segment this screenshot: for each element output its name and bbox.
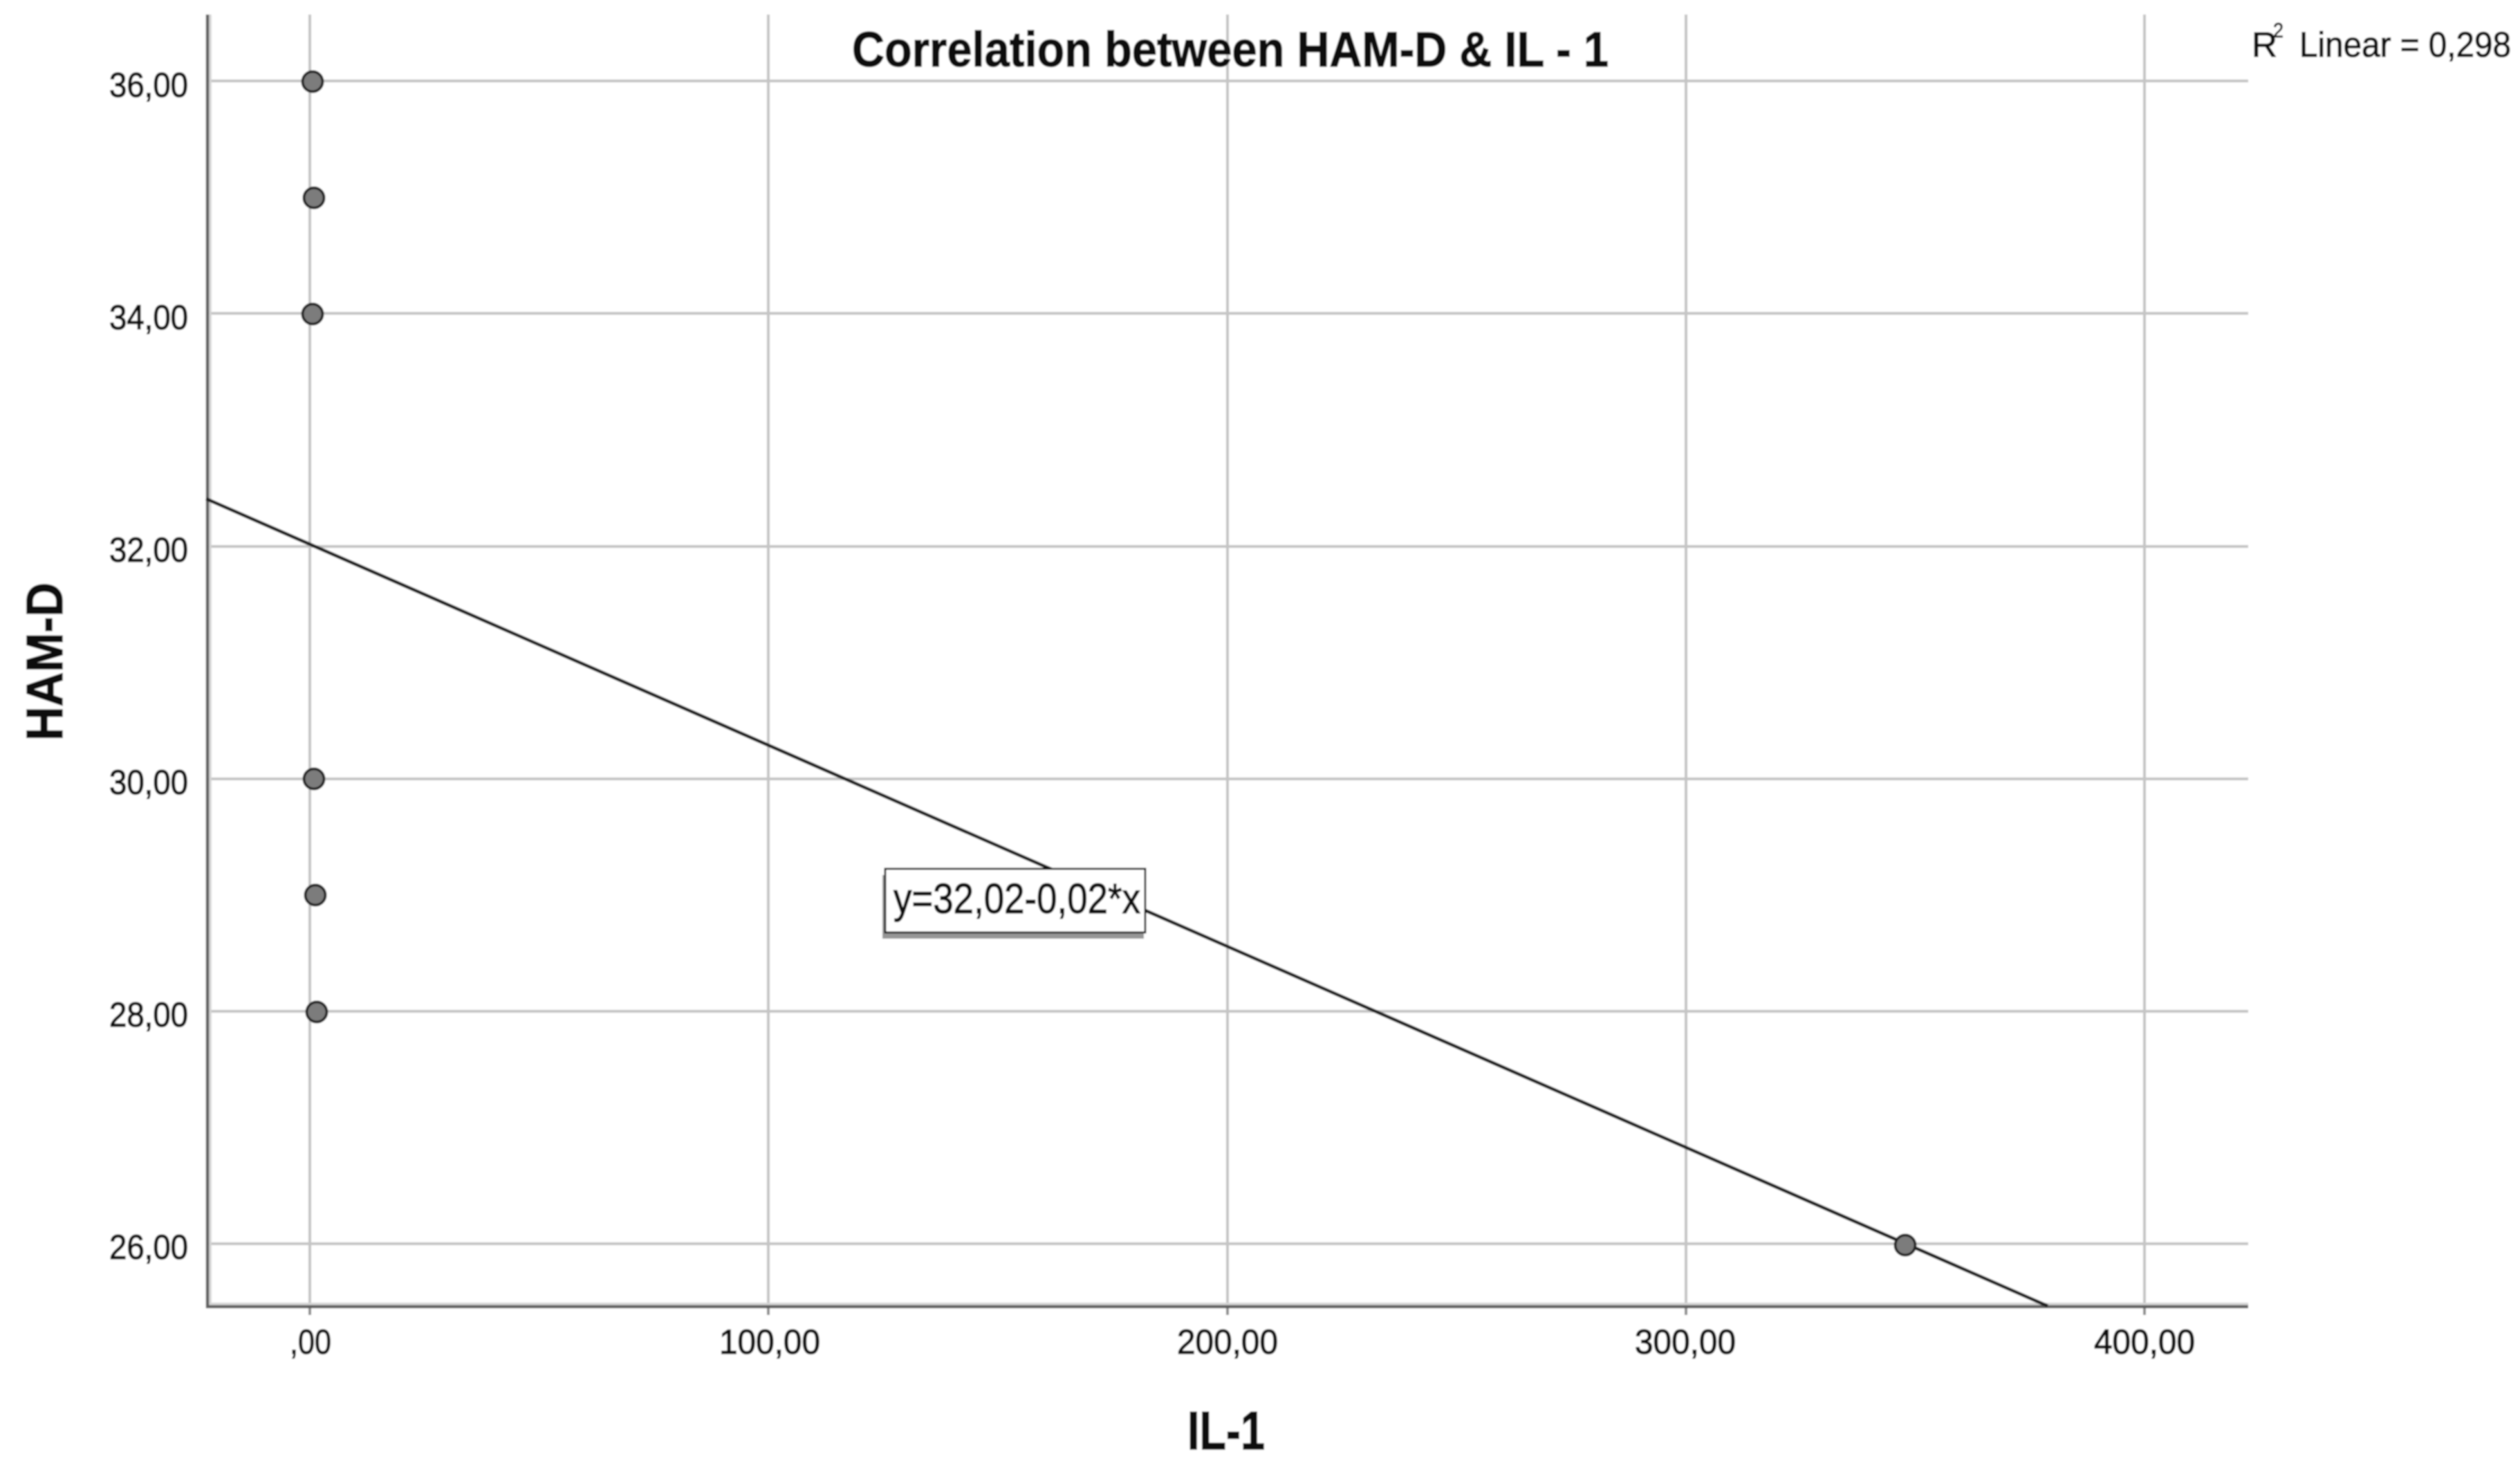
svg-text:Correlation between HAM-D & IL: Correlation between HAM-D & IL - 1 <box>852 23 1609 77</box>
svg-text:32,00: 32,00 <box>109 531 188 569</box>
svg-text:100,00: 100,00 <box>719 1323 820 1361</box>
svg-text:200,00: 200,00 <box>1177 1323 1278 1361</box>
svg-text:IL-1: IL-1 <box>1187 1400 1265 1461</box>
svg-text:y=32,02-0,02*x: y=32,02-0,02*x <box>893 875 1140 922</box>
svg-text:36,00: 36,00 <box>109 66 188 104</box>
svg-text:HAM-D: HAM-D <box>16 582 73 741</box>
svg-text:30,00: 30,00 <box>109 763 188 802</box>
svg-text:300,00: 300,00 <box>1635 1323 1736 1361</box>
svg-text:28,00: 28,00 <box>109 995 188 1034</box>
svg-text:2: 2 <box>2273 19 2283 42</box>
svg-text:400,00: 400,00 <box>2094 1323 2195 1361</box>
svg-text:26,00: 26,00 <box>109 1228 188 1267</box>
svg-text:,00: ,00 <box>290 1323 331 1361</box>
svg-text:Linear = 0,298: Linear = 0,298 <box>2299 25 2511 64</box>
svg-text:34,00: 34,00 <box>109 298 188 337</box>
svg-text:R: R <box>2252 25 2277 64</box>
